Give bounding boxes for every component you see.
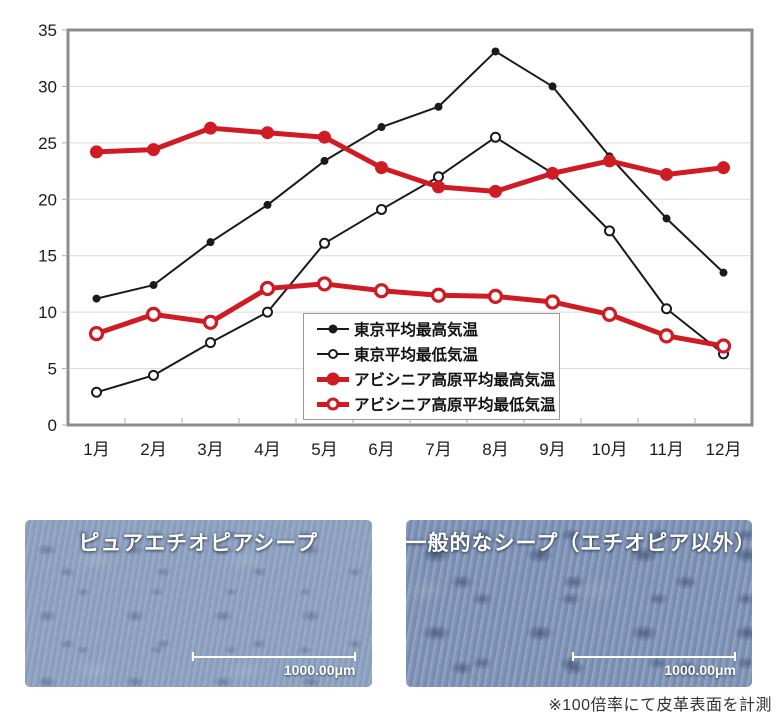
scale-bar: 1000.00μm <box>572 652 736 678</box>
svg-text:20: 20 <box>38 190 57 209</box>
svg-text:15: 15 <box>38 247 57 266</box>
scale-bar-label: 1000.00μm <box>283 662 356 678</box>
line-marker-icon <box>317 322 349 337</box>
scale-bar-line <box>191 652 356 661</box>
svg-text:10月: 10月 <box>592 440 628 459</box>
line-marker-icon <box>317 372 349 387</box>
legend-item-abyssinia-min: アビシニア高原平均最低気温 <box>317 393 556 415</box>
svg-text:30: 30 <box>38 77 57 96</box>
svg-text:8月: 8月 <box>482 440 508 459</box>
legend-item-abyssinia-max: アビシニア高原平均最高気温 <box>317 368 556 390</box>
line-marker-icon <box>317 347 349 362</box>
micrograph-general-sheep: 一般的なシープ（エチオピア以外） 1000.00μm <box>405 520 753 687</box>
legend-label: 東京平均最高気温 <box>354 322 479 339</box>
svg-text:5月: 5月 <box>311 440 337 459</box>
svg-text:12月: 12月 <box>706 440 742 459</box>
photo-title: ピュアエチオピアシープ <box>78 532 318 555</box>
legend-label: アビシニア高原平均最低気温 <box>354 397 556 414</box>
svg-text:9月: 9月 <box>539 440 565 459</box>
svg-text:5: 5 <box>48 360 57 379</box>
svg-text:11月: 11月 <box>649 440 684 459</box>
svg-text:1月: 1月 <box>83 440 109 459</box>
scale-bar-label: 1000.00μm <box>664 662 736 678</box>
legend-item-tokyo-max: 東京平均最高気温 <box>317 318 551 340</box>
scale-bar-line <box>572 652 736 661</box>
svg-text:10: 10 <box>38 303 57 322</box>
svg-text:4月: 4月 <box>254 440 280 459</box>
legend-item-tokyo-min: 東京平均最低気温 <box>317 343 551 365</box>
temperature-chart-area: 0 5 10 15 20 25 30 35 1月 2月 3月 4月 5月 6月 7月 8月 9月 10月 11月 12… <box>38 21 754 459</box>
svg-text:6月: 6月 <box>368 440 394 459</box>
micrograph-row: ピュアエチオピアシープ 1000.00μm 一般的なシープ（エチオピア以外） 1… <box>25 520 752 687</box>
svg-text:0: 0 <box>48 416 57 435</box>
svg-text:3月: 3月 <box>197 440 223 459</box>
svg-text:7月: 7月 <box>425 440 451 459</box>
chart-legend: 東京平均最高気温 東京平均最低気温 アビシニア高原平均最高気温 アビシニア高原平… <box>303 313 560 420</box>
measurement-note: ※100倍率にて皮革表面を計測 <box>548 697 772 714</box>
temperature-line-chart: 0 5 10 15 20 25 30 35 1月 2月 3月 4月 5月 6月 7月 8月 9月 10月 11月 12… <box>38 21 754 459</box>
scale-bar: 1000.00μm <box>191 652 356 678</box>
svg-text:35: 35 <box>38 21 57 40</box>
line-marker-icon <box>317 397 349 412</box>
legend-label: アビシニア高原平均最高気温 <box>354 372 556 389</box>
svg-text:25: 25 <box>38 134 57 153</box>
photo-title: 一般的なシープ（エチオピア以外） <box>405 532 753 555</box>
legend-label: 東京平均最低気温 <box>354 347 479 364</box>
micrograph-pure-ethiopia-sheep: ピュアエチオピアシープ 1000.00μm <box>25 520 372 687</box>
svg-text:2月: 2月 <box>140 440 166 459</box>
